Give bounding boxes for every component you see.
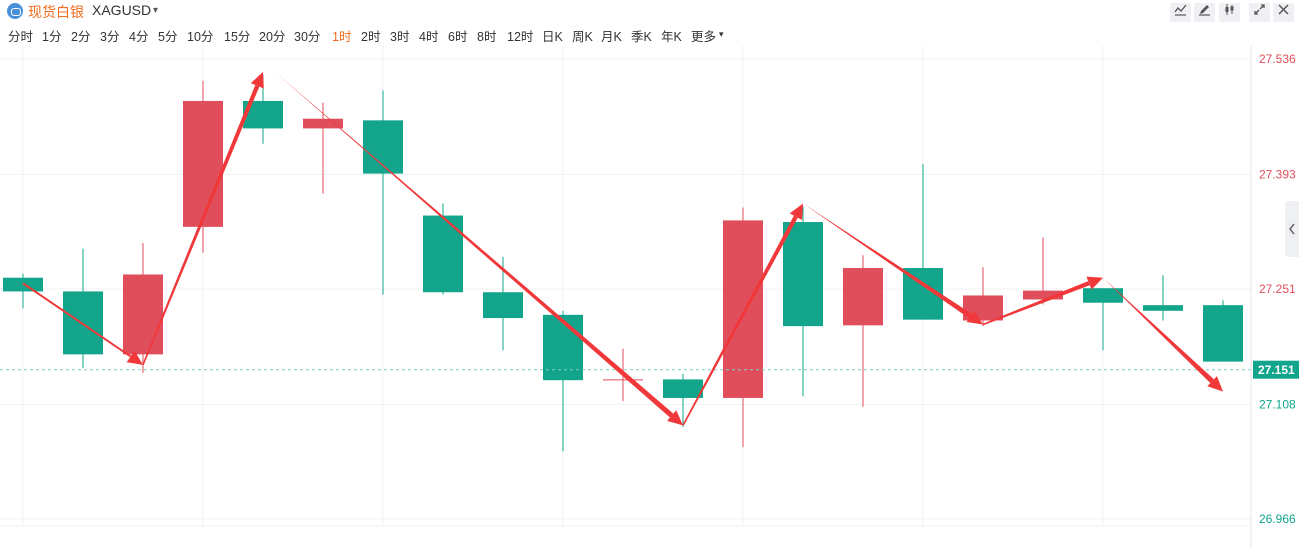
trend-arrow-head	[1086, 276, 1103, 290]
candle-body	[1203, 305, 1243, 362]
candle-style-icon[interactable]	[1219, 3, 1240, 22]
trend-arrow-head	[667, 410, 683, 426]
period-tab[interactable]: 3分	[100, 30, 120, 44]
period-tab[interactable]: 3时	[390, 30, 410, 44]
y-tick-label: 27.393	[1259, 167, 1296, 181]
trend-arrow-head	[966, 310, 983, 325]
trend-arrow	[142, 84, 260, 366]
period-tab[interactable]: 分时	[8, 30, 34, 44]
period-tab[interactable]: 年K	[661, 30, 682, 44]
draw-icon[interactable]	[1194, 3, 1215, 22]
period-tab[interactable]: 更多	[691, 30, 717, 44]
period-tab[interactable]: 1时	[332, 30, 352, 44]
period-tab[interactable]: 2时	[361, 30, 381, 44]
trend-arrow	[803, 203, 973, 319]
candle-body	[3, 277, 43, 292]
period-tab[interactable]: 4时	[419, 30, 439, 44]
candle-body	[123, 274, 163, 355]
current-price-label: 27.151	[1258, 363, 1295, 377]
trend-arrow-head	[250, 71, 264, 89]
close-icon[interactable]	[1273, 3, 1294, 22]
period-tab[interactable]: 10分	[187, 30, 214, 44]
period-tab[interactable]: 周K	[572, 30, 593, 44]
candle-body	[603, 379, 643, 381]
period-tab[interactable]: 6时	[448, 30, 468, 44]
trend-arrow	[275, 71, 674, 418]
current-price-badge	[1253, 360, 1299, 379]
period-tab[interactable]: 1分	[42, 30, 62, 44]
fullscreen-icon[interactable]	[1249, 3, 1270, 22]
candle-body	[543, 314, 583, 381]
period-tab[interactable]: 15分	[224, 30, 251, 44]
more-dropdown-icon[interactable]: ▾	[719, 29, 724, 39]
y-tick-label: 27.108	[1259, 397, 1296, 411]
silver-logo-icon	[7, 3, 23, 19]
y-tick-label: 26.966	[1259, 512, 1296, 526]
candle-body	[663, 379, 703, 398]
period-tab[interactable]: 5分	[158, 30, 178, 44]
trend-arrow	[682, 215, 798, 426]
candle-body	[483, 292, 523, 319]
period-tab[interactable]: 季K	[631, 30, 652, 44]
period-tab[interactable]: 4分	[129, 30, 149, 44]
candle-body	[723, 220, 763, 398]
period-tab[interactable]: 月K	[601, 30, 622, 44]
trend-arrow-head	[1207, 376, 1223, 392]
candlestick-chart[interactable]: 27.536 27.393 27.251 27.108 26.966 27.151	[0, 46, 1299, 548]
trend-arrow	[22, 282, 132, 358]
candle-body	[1023, 290, 1063, 300]
period-tab[interactable]: 20分	[259, 30, 286, 44]
trend-arrow	[982, 281, 1090, 326]
candle-body	[303, 118, 343, 129]
instrument-name[interactable]: 现货白银	[28, 4, 84, 20]
instrument-dropdown-icon[interactable]: ▾	[153, 5, 159, 16]
candle-body	[1083, 288, 1123, 303]
instrument-symbol[interactable]: XAGUSD	[92, 2, 152, 18]
candle-body	[843, 268, 883, 326]
y-tick-label: 27.536	[1259, 52, 1296, 66]
y-tick-label: 27.251	[1259, 282, 1296, 296]
period-tab[interactable]: 2分	[71, 30, 91, 44]
candle-body	[783, 222, 823, 327]
trend-arrow-head	[789, 203, 803, 220]
chart-header: 现货白银 XAGUSD ▾	[0, 0, 1299, 22]
candle-body	[63, 291, 103, 355]
candle-body	[423, 215, 463, 293]
candle-body	[1143, 305, 1183, 311]
trend-arrow	[1103, 277, 1214, 384]
candle-body	[183, 100, 223, 227]
indicator-icon[interactable]	[1170, 3, 1191, 22]
period-tab[interactable]: 30分	[294, 30, 321, 44]
period-tab[interactable]: 日K	[542, 30, 563, 44]
side-panel-toggle[interactable]	[1285, 201, 1299, 257]
period-tab[interactable]: 8时	[477, 30, 497, 44]
trend-arrow-head	[126, 350, 143, 365]
period-tab[interactable]: 12时	[507, 30, 534, 44]
chart-area[interactable]: 27.536 27.393 27.251 27.108 26.966 27.151	[0, 46, 1299, 548]
